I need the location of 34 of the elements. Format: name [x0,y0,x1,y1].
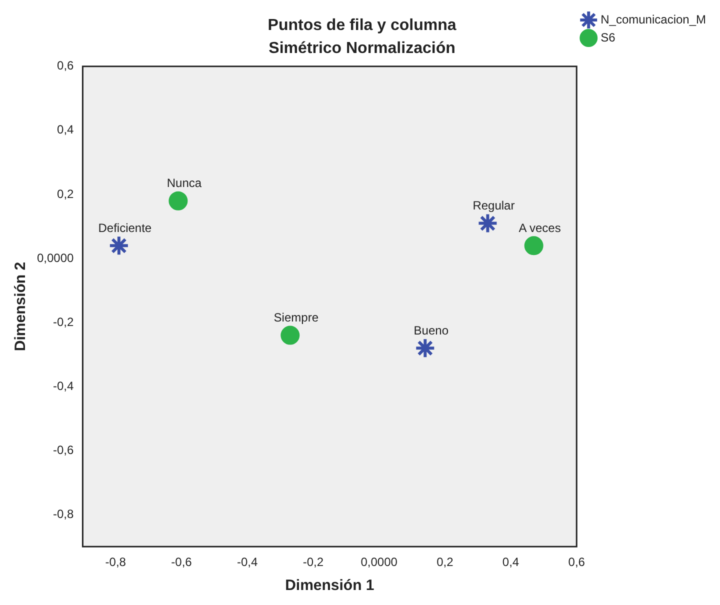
x-tick-label: 0,6 [568,555,586,570]
y-tick-label: 0,6 [57,58,74,73]
point [108,235,130,256]
x-tick-label: 0,4 [502,555,520,570]
annotation: Bueno [414,323,449,338]
x-tick-label: -0,8 [105,555,126,570]
chart-title: Puntos de fila y columna [268,17,456,34]
y-tick-label: 0,4 [57,122,74,137]
annotation: A veces [518,220,561,235]
x-tick-label: -0,4 [237,555,258,570]
x-tick-label: 0,2 [436,555,454,570]
legend-label: S6 [600,30,616,44]
x-tick-label: 0,0000 [360,555,398,570]
y-tick-label: 0,2 [57,186,74,201]
legend-label: N_comunicacion_M [600,12,706,26]
point [414,338,436,359]
annotation: Regular [472,198,515,213]
point [477,212,498,234]
y-tick-label: 0,0000 [37,250,74,265]
y-tick-label: -0,4 [53,378,74,393]
x-tick-label: -0,2 [302,555,324,570]
y-axis-title: Dimensión 2 [12,262,30,352]
y-tick-label: -0,8 [53,506,74,521]
y-tick-label: -0,6 [53,442,74,457]
chart-subtitle: Simétrico Normalización [268,40,456,58]
x-tick-label: -0,6 [171,555,192,570]
x-axis-title: Dimensión 1 [285,577,374,594]
point [524,236,544,256]
y-tick-label: -0,2 [53,314,74,329]
annotation: Siempre [274,310,319,325]
point [168,191,188,210]
point [280,326,300,345]
annotation: Nunca [166,176,202,190]
annotation: Deficiente [98,220,152,235]
